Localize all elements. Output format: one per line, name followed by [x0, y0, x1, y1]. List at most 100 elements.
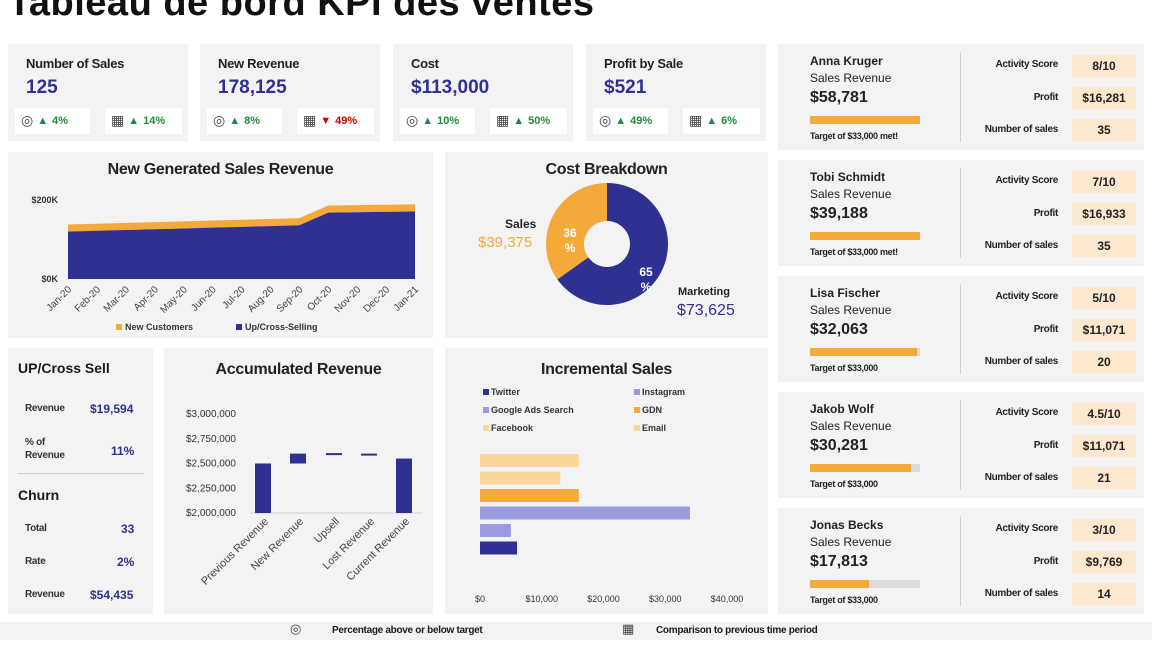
kpi-previous-chip: ▦ ▲ 50% — [490, 108, 567, 134]
target-icon: ◎ — [406, 113, 419, 129]
profit-label: Profit — [1033, 324, 1059, 335]
profit-label: Profit — [1033, 556, 1059, 567]
y-tick-label: $2,500,000 — [186, 459, 236, 470]
new-revenue-title: New Generated Sales Revenue — [107, 161, 334, 178]
profit-value: $9,769 — [1072, 551, 1136, 573]
x-tick-label: Jan-20 — [45, 284, 75, 314]
employee-revenue: $32,063 — [810, 321, 868, 338]
legend-label: New Customers — [125, 322, 193, 332]
upcross-revenue-label: Revenue — [25, 403, 65, 414]
x-tick-label: Apr-20 — [132, 284, 161, 313]
employee-name: Jakob Wolf — [810, 402, 874, 416]
kpi-target-chip: ◎ ▲ 49% — [593, 108, 668, 134]
new-revenue-panel: New Generated Sales Revenue $200K $0K Jan-… — [8, 152, 433, 338]
employee-progress — [810, 116, 920, 124]
churn-title: Churn — [18, 487, 60, 503]
legend-label: Google Ads Search — [491, 405, 574, 415]
legend-label: Up/Cross-Selling — [245, 322, 318, 332]
profit-label: Profit — [1033, 92, 1059, 103]
x-tick-label: Sep-20 — [275, 284, 306, 315]
waterfall-bar — [361, 453, 377, 456]
employee-revenue: $30,281 — [810, 437, 868, 454]
legend-swatch — [634, 389, 640, 395]
kpi-target-pct: 49% — [630, 115, 653, 127]
legend-label: GDN — [642, 405, 662, 415]
y-tick-label: $3,000,000 — [186, 409, 236, 420]
arrow-up-icon: ▲ — [513, 115, 525, 127]
activity-score-label: Activity Score — [995, 59, 1059, 70]
employee-name: Jonas Becks — [810, 518, 884, 532]
kpi-previous-chip: ▦ ▲ 6% — [683, 108, 760, 134]
churn-revenue-label: Revenue — [25, 589, 65, 600]
employee-progress-fill — [810, 116, 920, 124]
incremental-bar — [480, 524, 511, 537]
employee-card: Jakob Wolf Sales Revenue $30,281 Target … — [778, 392, 1144, 498]
employee-progress — [810, 464, 920, 472]
y-tick-label: $2,250,000 — [186, 483, 236, 494]
profit-value: $16,933 — [1072, 203, 1136, 225]
employee-sub: Sales Revenue — [810, 187, 892, 201]
employee-progress-fill — [810, 232, 920, 240]
employee-name: Tobi Schmidt — [810, 170, 886, 184]
employee-sub: Sales Revenue — [810, 303, 892, 317]
upcross-divider — [18, 473, 144, 474]
x-tick-label: Dec-20 — [362, 284, 393, 315]
arrow-up-icon: ▲ — [37, 115, 49, 127]
number-of-sales-label: Number of sales — [984, 124, 1059, 135]
accumulated-chart: $3,000,000 $2,750,000 $2,500,000 $2,250,000… — [186, 409, 422, 588]
target-icon: ◎ — [213, 113, 226, 129]
upcross-revenue-value: $19,594 — [90, 402, 134, 416]
employee-card: Lisa Fischer Sales Revenue $32,063 Targe… — [778, 276, 1144, 382]
calendar-icon: ▦ — [303, 113, 317, 129]
employee-target: Target of $33,000 met! — [810, 247, 898, 257]
arrow-up-icon: ▲ — [615, 115, 627, 127]
footer-target-text: Percentage above or below target — [332, 625, 483, 636]
employee-card: Anna Kruger Sales Revenue $58,781 Target… — [778, 44, 1144, 150]
legend-swatch — [483, 407, 489, 413]
kpi-previous-chip: ▦ ▲ 14% — [105, 108, 182, 134]
page-title: Tableau de bord KPI des ventes — [8, 0, 595, 24]
cost-breakdown-panel: Cost Breakdown 65% 36% Sales $39,375 Mark… — [445, 152, 768, 338]
sales-value: $39,375 — [478, 234, 533, 251]
employee-progress-fill — [810, 580, 869, 588]
marketing-slice — [557, 183, 668, 305]
employee-name: Anna Kruger — [810, 54, 883, 68]
profit-label: Profit — [1033, 440, 1059, 451]
incremental-bar — [480, 454, 579, 467]
arrow-up-icon: ▲ — [422, 115, 434, 127]
x-tick-label: $0 — [475, 594, 485, 604]
sales-pct-label: % — [565, 241, 576, 255]
legend-label: Facebook — [491, 423, 534, 433]
incremental-title: Incremental Sales — [541, 361, 672, 378]
number-of-sales-value: 21 — [1072, 467, 1136, 489]
accumulated-panel: Accumulated Revenue $3,000,000 $2,750,000… — [164, 348, 433, 614]
kpi-target-chip: ◎ ▲ 4% — [15, 108, 90, 134]
activity-score-value: 3/10 — [1072, 519, 1136, 541]
kpi-previous-pct: 6% — [721, 115, 738, 127]
x-tick-label: Oct-20 — [305, 284, 334, 313]
arrow-up-icon: ▲ — [128, 115, 140, 127]
target-icon: ◎ — [21, 113, 34, 129]
employee-progress-fill — [810, 464, 911, 472]
sales-slice — [546, 183, 607, 280]
x-tick-label: Jun-20 — [189, 284, 219, 314]
upcross-panel: UP/Cross Sell Revenue $19,594 % of Reven… — [8, 348, 153, 614]
kpi-previous-pct: 50% — [528, 115, 551, 127]
incremental-bar — [480, 471, 561, 485]
x-tick-label: $20,000 — [587, 594, 620, 604]
x-tick-label: Jan-21 — [392, 284, 422, 314]
activity-score-label: Activity Score — [995, 407, 1059, 418]
incremental-bar — [480, 541, 518, 555]
activity-score-label: Activity Score — [995, 175, 1059, 186]
arrow-down-icon: ▼ — [320, 115, 332, 127]
activity-score-value: 4.5/10 — [1072, 403, 1136, 425]
y-tick-label: $2,750,000 — [186, 434, 236, 445]
kpi-card: Profit by Sale $521 ◎ ▲ 49% ▦ ▲ 6% — [586, 44, 766, 141]
kpi-card: New Revenue 178,125 ◎ ▲ 8% ▦ ▼ 49% — [200, 44, 380, 141]
incremental-bar — [480, 489, 579, 502]
kpi-card: Number of Sales 125 ◎ ▲ 4% ▦ ▲ 14% — [8, 44, 188, 141]
x-tick-label: Aug-20 — [246, 284, 277, 315]
marketing-pct-label: % — [641, 280, 652, 294]
kpi-target-pct: 8% — [244, 115, 261, 127]
activity-score-label: Activity Score — [995, 523, 1059, 534]
